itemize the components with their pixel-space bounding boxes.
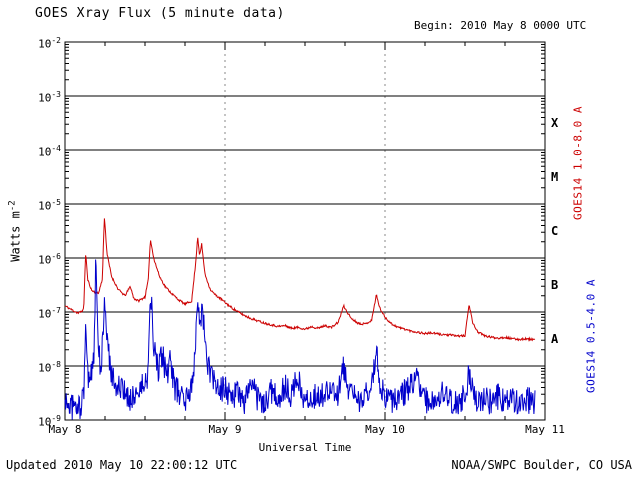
chart-title: GOES Xray Flux (5 minute data) [35,6,285,21]
series-path [64,259,536,420]
series-path [64,218,536,342]
plot-border [64,41,546,421]
begin-time-label: Begin: 2010 May 8 0000 UTC [414,19,587,32]
